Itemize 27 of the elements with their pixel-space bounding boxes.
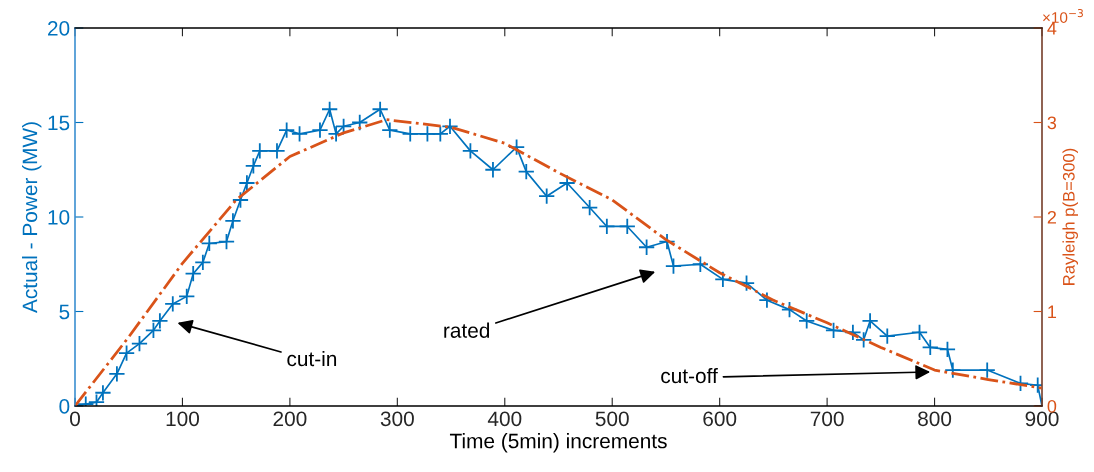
y-tick-label: 10 <box>48 210 70 225</box>
x-tick-label: 200 <box>273 411 307 427</box>
annotation: cut-in <box>287 350 337 367</box>
x-tick-label: 0 <box>70 411 80 427</box>
annotation: rated <box>444 322 490 338</box>
y-tick-label: 15 <box>48 115 70 131</box>
x-tick-label: 100 <box>166 411 200 427</box>
y-axis-title: Actual - Power (MW) <box>21 122 42 314</box>
y2-tick-label: 2 <box>1047 210 1056 224</box>
y-tick-label: 5 <box>59 304 70 320</box>
y2-axis-title: Rayleigh p(B=300) <box>1062 148 1078 285</box>
y2-tick-label: 4 <box>1047 22 1057 35</box>
x-axis-title: Time (5min) increments <box>449 433 667 453</box>
x-tick-label: 500 <box>595 411 629 427</box>
y2-tick-label: 1 <box>1048 305 1057 319</box>
annotation: cut-off <box>661 367 718 384</box>
x-tick-label: 800 <box>918 411 952 427</box>
text: ×10$^{−3}$ <box>1043 9 1083 23</box>
y2-tick-label: 3 <box>1047 116 1057 130</box>
x-tick-label: 300 <box>380 411 414 427</box>
y2-tick-label: 0 <box>1047 399 1057 413</box>
x-tick-label: 400 <box>487 411 522 427</box>
x-tick-label: 700 <box>810 411 844 427</box>
y-tick-label: 20 <box>48 21 70 36</box>
y-tick-label: 0 <box>59 399 70 414</box>
x-tick-label: 600 <box>703 411 737 427</box>
x-tick-label: 900 <box>1025 411 1059 427</box>
